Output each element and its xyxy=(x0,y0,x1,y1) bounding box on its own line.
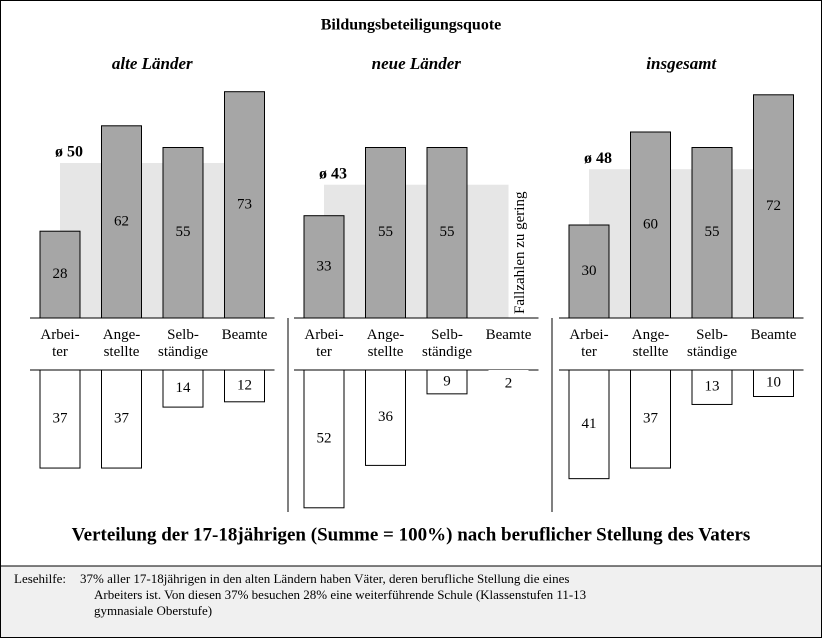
panel-title: insgesamt xyxy=(646,54,717,73)
category-label: Selb-ständige xyxy=(687,327,737,360)
value-label: 55 xyxy=(176,224,191,240)
bar xyxy=(426,147,468,319)
category-label: Ange-stellte xyxy=(632,327,670,360)
value-label: 28 xyxy=(53,266,68,282)
category-line: ständige xyxy=(422,344,472,360)
note-label: Lesehilfe: xyxy=(14,571,66,586)
category-line: Beamte xyxy=(751,327,797,343)
annotation: Fallzahlen zu gering xyxy=(512,191,528,314)
category-label: Arbei-ter xyxy=(569,327,608,360)
value-label: 13 xyxy=(705,379,720,395)
category-line: Arbei- xyxy=(569,327,608,343)
category-label: Beamte xyxy=(751,327,797,343)
category-line: stellte xyxy=(104,344,140,360)
note-line: Arbeiters ist. Von diesen 37% besuchen 2… xyxy=(94,587,586,602)
value-label: 55 xyxy=(440,224,455,240)
distribution-bar xyxy=(303,369,345,509)
category-line: Selb- xyxy=(431,327,463,343)
value-label: 60 xyxy=(643,216,658,232)
panel-title: alte Länder xyxy=(112,54,193,73)
category-line: ter xyxy=(52,344,68,360)
category-line: Arbei- xyxy=(304,327,343,343)
distribution-bar xyxy=(630,369,671,469)
value-label: 55 xyxy=(705,224,720,240)
value-label: 72 xyxy=(766,198,781,214)
category-line: Beamte xyxy=(486,327,532,343)
category-line: ständige xyxy=(687,344,737,360)
category-line: Selb- xyxy=(696,327,728,343)
value-label: 30 xyxy=(582,263,597,279)
distribution-bar xyxy=(162,369,204,408)
category-line: Ange- xyxy=(367,327,405,343)
bar xyxy=(568,224,610,319)
distribution-bar xyxy=(101,369,142,469)
average-band xyxy=(589,169,774,318)
note-line: gymnasiale Oberstufe) xyxy=(94,603,212,618)
distribution-bar xyxy=(691,369,733,405)
bar xyxy=(365,147,406,319)
distribution-bar xyxy=(753,369,794,397)
category-line: stellte xyxy=(633,344,669,360)
category-line: ter xyxy=(316,344,332,360)
value-label: 41 xyxy=(582,416,597,432)
category-line: ter xyxy=(581,344,597,360)
category-line: Ange- xyxy=(103,327,141,343)
value-label: 55 xyxy=(378,224,393,240)
distribution-bar xyxy=(39,369,81,469)
category-label: Arbei-ter xyxy=(304,327,343,360)
average-band xyxy=(60,163,245,318)
category-line: stellte xyxy=(368,344,404,360)
bar xyxy=(39,230,81,319)
category-label: Arbei-ter xyxy=(40,327,79,360)
distribution-bar xyxy=(365,369,406,466)
note-background xyxy=(1,566,821,637)
category-line: Ange- xyxy=(632,327,670,343)
category-line: Beamte xyxy=(222,327,268,343)
average-label: ø 43 xyxy=(319,165,347,182)
value-label: 14 xyxy=(176,380,192,396)
caption: Verteilung der 17-18jährigen (Summe = 10… xyxy=(72,524,751,545)
value-label: 33 xyxy=(317,258,332,274)
bar xyxy=(101,125,142,319)
value-label: 9 xyxy=(443,373,451,389)
category-line: Arbei- xyxy=(40,327,79,343)
distribution-bar xyxy=(568,369,610,480)
value-label: 36 xyxy=(378,409,394,425)
bar xyxy=(303,215,345,319)
distribution-bar xyxy=(224,369,265,403)
category-line: Selb- xyxy=(167,327,199,343)
bar xyxy=(691,147,733,319)
average-band xyxy=(324,184,509,318)
note-line: 37% aller 17-18jährigen in den alten Län… xyxy=(80,571,569,586)
bar xyxy=(162,147,204,319)
category-label: Selb-ständige xyxy=(158,327,208,360)
distribution-bar xyxy=(488,370,529,376)
value-label: 37 xyxy=(53,410,69,426)
value-label: 73 xyxy=(237,196,252,212)
value-label: 52 xyxy=(317,430,332,446)
value-label: 37 xyxy=(114,410,130,426)
category-label: Ange-stellte xyxy=(103,327,141,360)
bar xyxy=(224,91,265,319)
category-label: Beamte xyxy=(222,327,268,343)
category-label: Beamte xyxy=(486,327,532,343)
value-label: 10 xyxy=(766,375,781,391)
category-label: Selb-ständige xyxy=(422,327,472,360)
value-label: 62 xyxy=(114,213,129,229)
bar xyxy=(630,131,671,319)
category-label: Ange-stellte xyxy=(367,327,405,360)
average-label: ø 48 xyxy=(584,150,612,167)
distribution-bar xyxy=(426,369,468,395)
category-line: ständige xyxy=(158,344,208,360)
average-label: ø 50 xyxy=(55,144,83,161)
value-label: 37 xyxy=(643,410,659,426)
value-label: 2 xyxy=(505,375,513,391)
panel-title: neue Länder xyxy=(372,54,462,73)
value-label: 12 xyxy=(237,377,252,393)
chart-title: Bildungsbeteiligungsquote xyxy=(321,17,502,34)
